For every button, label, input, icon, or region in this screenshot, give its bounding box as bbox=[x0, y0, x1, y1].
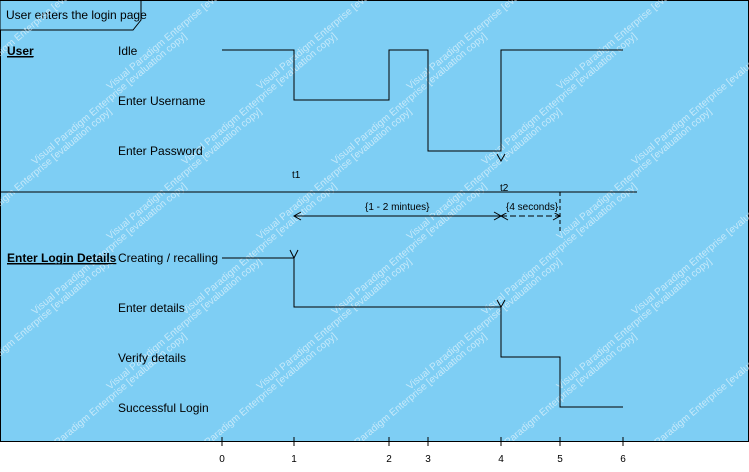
arrowhead-verify bbox=[496, 153, 506, 163]
tick-label-6: 6 bbox=[620, 454, 626, 465]
arrowhead-enter-details bbox=[496, 299, 506, 309]
state-label-verify-details: Verify details bbox=[118, 351, 186, 365]
duration-constraint-1-label: {1 - 2 mintues} bbox=[365, 202, 430, 213]
tick-label-1: 1 bbox=[291, 454, 297, 465]
duration-constraint-1-label-bg bbox=[362, 200, 434, 213]
state-label-successful-login: Successful Login bbox=[118, 401, 209, 415]
user-state-timeline bbox=[222, 49, 623, 152]
state-label-creating-recalling: Creating / recalling bbox=[118, 251, 218, 265]
lifeline-user-name: User bbox=[7, 44, 34, 58]
tick-label-5: 5 bbox=[557, 454, 563, 465]
diagram-frame bbox=[0, 0, 749, 442]
state-label-enter-password: Enter Password bbox=[118, 144, 203, 158]
state-label-idle: Idle bbox=[118, 44, 138, 58]
frame-title: User enters the login page bbox=[6, 8, 147, 22]
state-label-enter-username: Enter Username bbox=[118, 94, 206, 108]
lifeline-login-name: Enter Login Details bbox=[7, 251, 117, 265]
duration-constraint-1-left-arrow bbox=[292, 211, 302, 221]
frame-title-tab bbox=[0, 0, 142, 31]
tick-label-4: 4 bbox=[498, 454, 504, 465]
marker-t2: t2 bbox=[500, 183, 509, 194]
tick-label-2: 2 bbox=[386, 454, 392, 465]
arrowhead-user-to-login bbox=[289, 249, 299, 260]
time-axis-ticks bbox=[221, 437, 624, 446]
duration-constraint-2-label-bg bbox=[505, 200, 559, 213]
duration-constraint-2-label: {4 seconds} bbox=[506, 202, 559, 213]
marker-t1: t1 bbox=[292, 170, 301, 181]
tick-label-3: 3 bbox=[425, 454, 431, 465]
duration-constraint-2-left-arrow bbox=[499, 211, 509, 221]
login-state-timeline bbox=[222, 257, 623, 408]
state-label-enter-details: Enter details bbox=[118, 301, 185, 315]
tick-label-0: 0 bbox=[219, 454, 225, 465]
